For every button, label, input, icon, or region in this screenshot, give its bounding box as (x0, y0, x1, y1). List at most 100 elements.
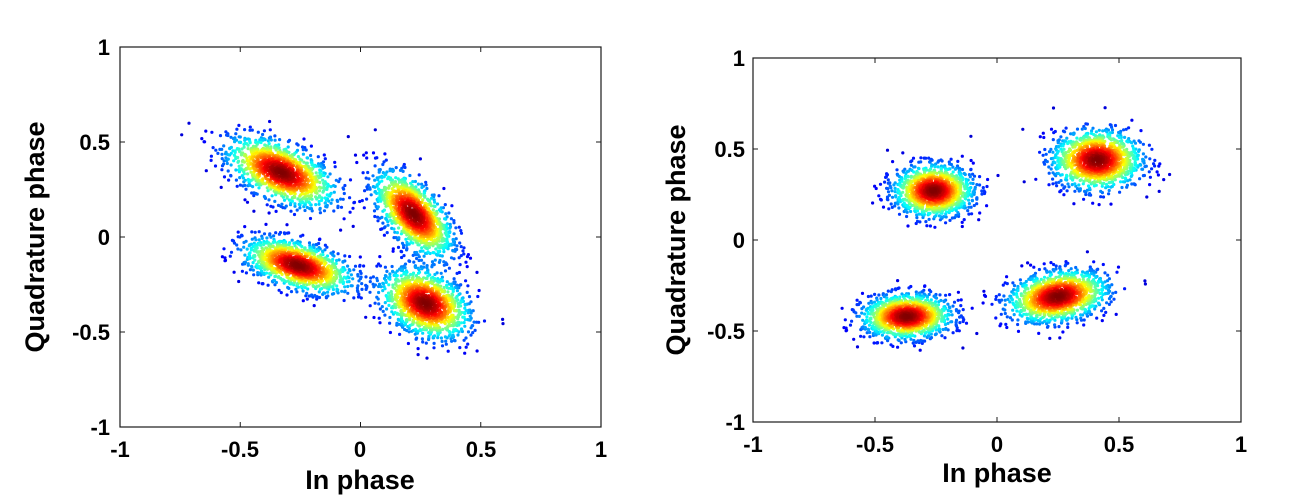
scatter-point (387, 283, 391, 287)
scatter-point (250, 191, 254, 195)
scatter-point (220, 157, 224, 161)
scatter-point (321, 181, 326, 185)
scatter-point (440, 275, 444, 279)
scatter-point (426, 274, 430, 278)
scatter-point (404, 293, 408, 297)
scatter-point (462, 246, 466, 250)
scatter-point (235, 243, 239, 247)
scatter-point (404, 272, 408, 277)
scatter-point (312, 245, 316, 250)
scatter-point (264, 222, 268, 226)
scatter-point (413, 179, 417, 184)
scatter-point (375, 191, 379, 195)
scatter-point (314, 195, 318, 199)
scatter-point (396, 245, 401, 249)
scatter-point (408, 173, 412, 178)
scatter-point (200, 137, 204, 141)
scatter-point (449, 217, 453, 221)
scatter-point (371, 174, 375, 178)
scatter-point (459, 231, 464, 235)
scatter-point (353, 264, 358, 268)
scatter-point (366, 170, 370, 175)
scatter-point (467, 295, 472, 299)
scatter-point (309, 207, 314, 211)
scatter-point (373, 202, 377, 206)
scatter-point (323, 262, 327, 266)
scatter-point (369, 193, 373, 197)
scatter-point (286, 145, 290, 149)
scatter-point (349, 284, 353, 288)
scatter-point (316, 155, 320, 159)
scatter-point (321, 178, 325, 182)
scatter-point (296, 143, 300, 147)
scatter-point (434, 252, 438, 256)
scatter-point (276, 203, 281, 207)
scatter-point (302, 160, 306, 164)
scatter-point (451, 248, 455, 253)
scatter-point (355, 160, 359, 165)
scatter-point (364, 275, 368, 279)
scatter-point (308, 216, 313, 221)
scatter-point (274, 231, 278, 235)
scatter-point (305, 297, 309, 301)
scatter-point (430, 265, 434, 269)
scatter-point (332, 292, 336, 296)
scatter-point (414, 265, 418, 270)
scatter-point (455, 244, 459, 248)
scatter-point (375, 264, 379, 268)
scatter-point (268, 128, 272, 132)
scatter-point (285, 223, 289, 227)
scatter-point (243, 138, 247, 142)
scatter-point (441, 327, 445, 331)
scatter-point (383, 152, 387, 156)
scatter-point (335, 284, 339, 288)
scatter-point (380, 227, 384, 231)
scatter-point (309, 144, 313, 148)
scatter-point (439, 336, 443, 340)
scatter-point (238, 135, 242, 139)
scatter-point (443, 203, 447, 207)
scatter-point (388, 272, 392, 276)
scatter-point (459, 245, 463, 249)
scatter-point (462, 338, 466, 342)
scatter-point (277, 275, 281, 279)
scatter-point (262, 194, 266, 199)
scatter-point (400, 250, 404, 254)
scatter-point (257, 281, 261, 285)
scatter-point (408, 259, 412, 263)
scatter-point (456, 302, 460, 306)
scatter-point (274, 193, 278, 197)
scatter-point (382, 160, 386, 164)
scatter-point (411, 180, 415, 184)
scatter-point (305, 156, 309, 160)
scatter-point (346, 135, 350, 139)
scatter-point (314, 171, 318, 175)
scatter-point (335, 258, 339, 263)
scatter-point (273, 274, 278, 278)
scatter-point (318, 206, 322, 210)
scatter-point (451, 333, 455, 337)
scatter-point (394, 305, 398, 310)
scatter-point (464, 279, 468, 283)
scatter-point (421, 249, 425, 253)
scatter-point (226, 169, 230, 173)
scatter-point (274, 209, 278, 213)
scatter-point (358, 277, 363, 281)
scatter-point (239, 167, 243, 171)
scatter-point (466, 318, 470, 322)
scatter-point (368, 187, 372, 191)
scatter-point (318, 180, 322, 184)
scatter-point (373, 214, 377, 219)
scatter-point (416, 353, 420, 357)
scatter-point (442, 186, 446, 191)
scatter-point (211, 146, 215, 150)
scatter-point (273, 134, 277, 138)
scatter-point (442, 263, 446, 267)
scatter-point (434, 247, 438, 251)
scatter-point (348, 254, 352, 259)
scatter-point (332, 209, 336, 213)
scatter-point (236, 155, 240, 160)
scatter-point (265, 236, 269, 240)
scatter-point (249, 248, 253, 252)
scatter-point (386, 223, 390, 227)
